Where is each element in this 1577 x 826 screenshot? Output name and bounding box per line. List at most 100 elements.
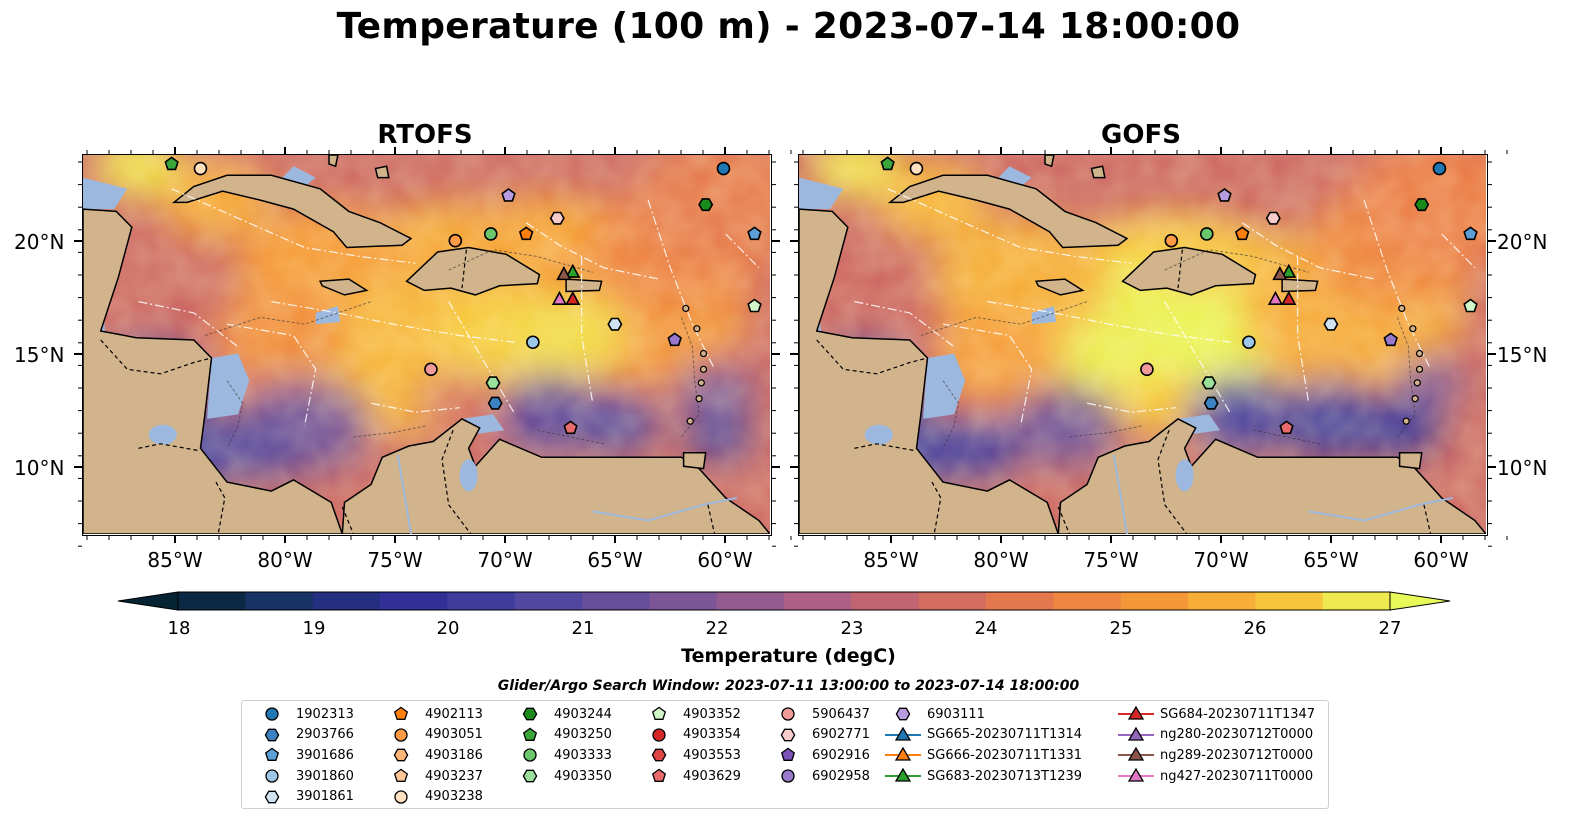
lon-label-85w-gofs: 85°W [863,548,919,572]
lon-label-70w-gofs: 70°W [1193,548,1249,572]
legend-marker-icon [1118,726,1154,741]
legend-item: 6903111 [883,704,985,724]
eez-boundary [525,222,660,280]
legend-marker-icon [265,707,279,721]
lake-nicaragua [148,424,177,445]
land [83,208,344,535]
country-border [441,429,472,535]
legend-item: 4903051 [381,725,483,745]
legend-label: 6902771 [812,727,870,743]
legend-marker-icon [781,769,795,783]
country-border [341,506,354,535]
marker-1902313 [1432,161,1447,176]
legend-marker-icon [264,790,280,804]
marker-4902113 [1234,226,1250,241]
legend-marker-icon [1118,767,1154,782]
legend-marker-icon [651,768,667,783]
land [1044,155,1055,168]
legend-label: 4903354 [683,727,741,743]
lon-label-70w-rtofs: 70°W [477,548,533,572]
lat-label-10n-right: 10°N [1497,456,1548,480]
legend-marker-icon [885,747,921,762]
legend-marker-icon [781,707,795,721]
land [565,278,603,293]
colorbar-extend-high [1389,591,1451,611]
legend-label: 4903352 [683,706,741,722]
island [699,349,708,358]
land [1034,278,1085,296]
eez-boundary [1164,301,1232,415]
legend-label: 4903553 [683,747,741,763]
legend-label: 4903629 [683,768,741,784]
colorbar-tick-24: 24 [974,618,998,639]
legend-label: 4902113 [425,706,483,722]
marker-4903238 [909,161,924,176]
legend-marker-icon [651,749,667,762]
legend-item: 5906437 [768,704,870,724]
colorbar-segment [649,592,718,610]
marker-4903352 [747,298,762,313]
colorbar-label: Temperature (degC) [681,645,896,667]
eez-boundary [1441,233,1476,269]
marker-4903629 [563,420,578,435]
lat-label-10n-left: 10°N [14,456,65,480]
lon-label-60w-gofs: 60°W [1413,548,1469,572]
colorbar-tick-23: 23 [840,618,864,639]
river [396,454,412,535]
lake-nicaragua [864,424,893,445]
colorbar-segment [447,592,516,610]
marker-3901686 [1463,226,1478,241]
island [695,395,703,403]
colorbar-tick-26: 26 [1243,618,1267,639]
legend-marker-icon [264,728,280,742]
shallow-water [998,166,1032,187]
legend-marker-icon [522,769,538,783]
legend-marker-icon [394,790,408,804]
panel-title-rtofs: RTOFS [377,120,473,150]
legend-item: 4903237 [381,766,483,786]
marker-3901860 [1242,335,1256,350]
legend-label: SG684-20230711T1347 [1160,706,1316,722]
country-border [854,443,915,452]
marker-ng427-20230711T0000 [551,290,568,305]
island [686,417,694,425]
legend-label: 3901860 [296,768,354,784]
legend-item: 4903354 [639,725,741,745]
marker-SG684-20230711T1347 [565,290,581,305]
colorbar-segment [784,592,852,610]
legend-label: 5906437 [812,706,870,722]
depth-contour [226,380,244,449]
country-border [138,443,199,452]
lake-maracaibo [1175,459,1194,492]
legend-label: ng427-20230711T0000 [1160,768,1314,784]
lon-label-80w-gofs: 80°W [973,548,1029,572]
legend-item: 4903350 [510,766,612,786]
island [697,379,705,387]
island [1409,325,1417,333]
map-gofs-svg [799,155,1487,535]
colorbar-tick-18: 18 [167,618,191,639]
colorbar-segment [1120,592,1189,610]
legend-item: ng289-20230712T0000 [1116,745,1313,765]
legend-item: 6902916 [768,745,870,765]
marker-6902771 [1265,211,1281,225]
legend-label: SG666-20230711T1331 [927,747,1083,763]
legend-marker-icon [652,728,666,742]
country-border [100,339,212,375]
legend-item: 3901686 [252,745,354,765]
legend-label: 4903250 [554,727,612,743]
legend-marker-icon [1118,747,1154,762]
eez-boundary [271,301,516,343]
marker-4902113 [518,226,534,241]
land [318,278,369,296]
marker-3901861 [1323,317,1339,331]
legend-marker-icon [780,747,796,762]
legend-item: ng280-20230712T0000 [1116,725,1313,745]
colorbar-segment [178,592,246,610]
marker-6903111 [1217,188,1232,202]
colorbar-tick-21: 21 [571,618,595,639]
marker-2903766 [1203,396,1219,410]
legend-item: 4903352 [639,704,741,724]
legend-item: 4903244 [510,704,612,724]
legend-label: 6903111 [927,706,985,722]
